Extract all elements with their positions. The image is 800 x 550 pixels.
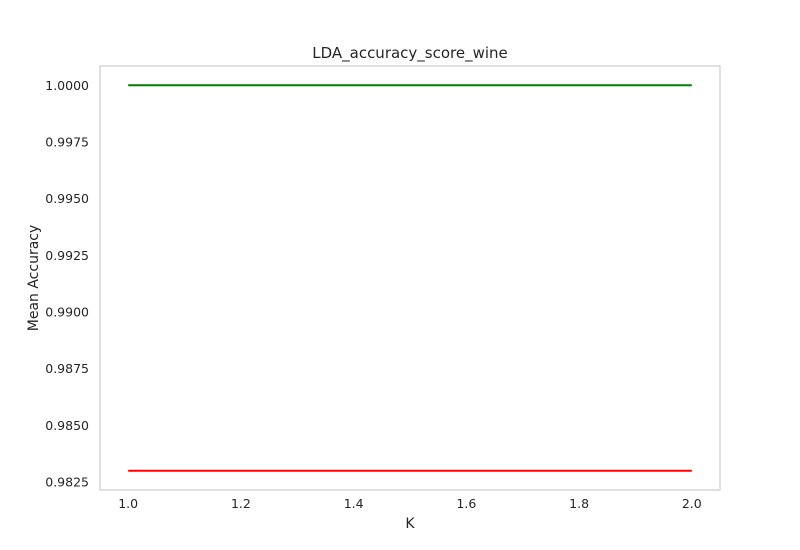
y-tick-label: 0.9850 [45,418,89,433]
x-axis-label: K [405,516,415,532]
y-tick-label: 0.9825 [45,475,89,490]
y-tick-label: 0.9925 [45,248,89,263]
x-tick-label: 1.0 [118,496,138,511]
y-tick-label: 1.0000 [45,78,89,93]
x-tick-label: 1.2 [231,496,251,511]
x-tick-label: 2.0 [682,496,702,511]
y-tick-label: 0.9975 [45,134,89,149]
y-tick-label: 0.9875 [45,361,89,376]
y-tick-label: 0.9950 [45,191,89,206]
x-tick-label: 1.6 [456,496,476,511]
chart-title: LDA_accuracy_score_wine [312,44,508,63]
x-tick-label: 1.4 [344,496,364,511]
y-tick-label: 0.9900 [45,305,89,320]
x-tick-label: 1.8 [569,496,589,511]
y-axis-label: Mean Accuracy [26,225,42,332]
